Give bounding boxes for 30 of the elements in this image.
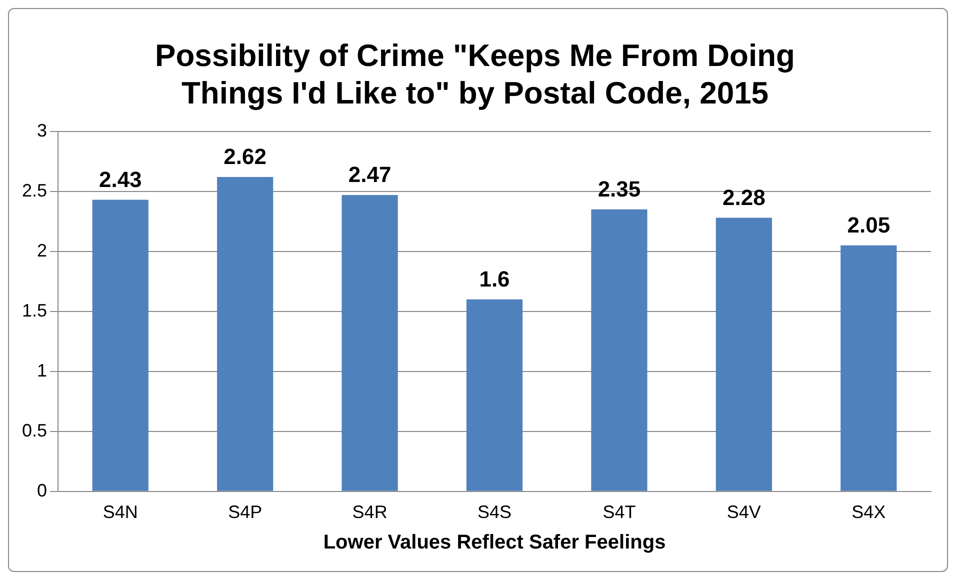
x-axis-title: Lower Values Reflect Safer Feelings <box>323 532 666 554</box>
x-tick-label: S4S <box>477 502 512 522</box>
y-tick-label: 0.5 <box>22 420 48 440</box>
chart-title: Possibility of Crime "Keeps Me From Doing Things I'd Like to" by Postal Code, 2015 <box>155 38 795 110</box>
data-label: 2.05 <box>847 212 890 238</box>
bar <box>466 299 523 491</box>
y-tick-label: 0 <box>37 480 48 500</box>
bar <box>92 200 148 491</box>
x-tick-label: S4N <box>102 502 138 522</box>
x-tick-label: S4X <box>852 502 886 522</box>
x-tick-label: S4R <box>352 502 388 522</box>
data-label: 2.47 <box>348 162 392 188</box>
bar <box>591 209 648 491</box>
data-label: 2.62 <box>224 144 267 170</box>
y-tick-label: 3 <box>37 120 48 140</box>
y-tick-label: 1 <box>37 360 48 380</box>
data-label: 2.35 <box>598 176 641 202</box>
data-label: 2.43 <box>98 166 142 192</box>
x-tick-label: S4T <box>602 502 636 522</box>
y-tick-label: 1.5 <box>22 300 48 320</box>
x-tick-label: S4V <box>726 502 761 522</box>
y-tick-label: 2 <box>37 240 48 260</box>
bar <box>342 195 398 491</box>
data-label: 2.28 <box>722 184 766 210</box>
bar <box>840 245 897 491</box>
y-tick-label: 2.5 <box>22 180 48 200</box>
bar <box>217 177 274 491</box>
bar <box>716 218 772 491</box>
x-tick-label: S4P <box>228 502 262 522</box>
data-label: 1.6 <box>479 266 510 292</box>
